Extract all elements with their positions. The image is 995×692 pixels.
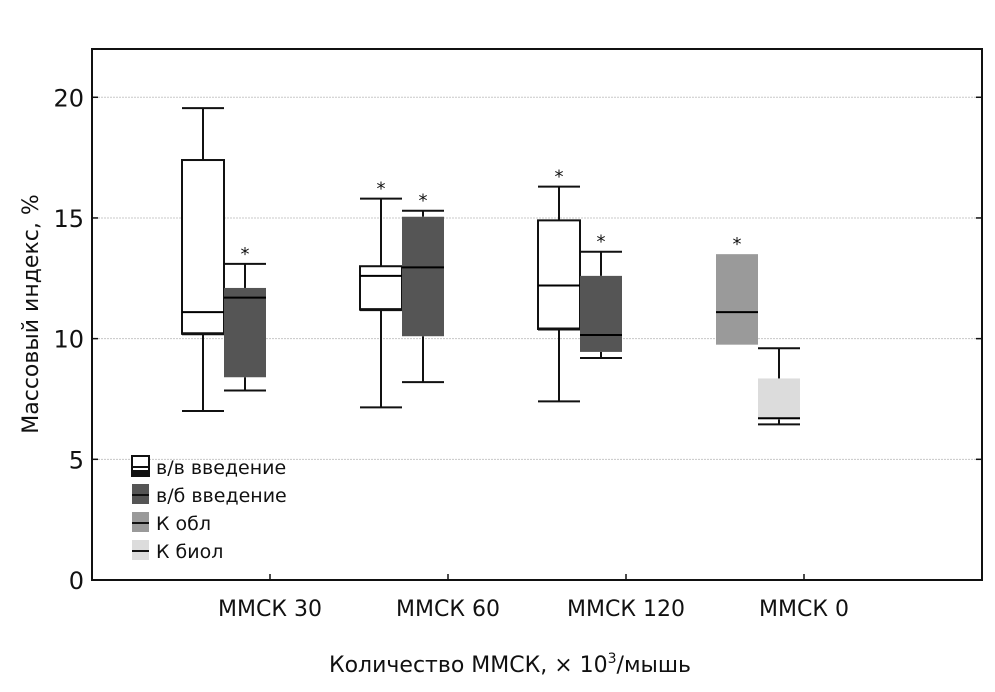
box-6: * [716,234,758,345]
box-iqr [580,275,622,352]
significance-marker: * [733,234,742,255]
y-tick-label: 5 [69,446,84,474]
legend: в/в введение в/б введение К обл К биол [131,455,287,563]
legend-item: в/б введение [132,484,287,507]
box-0 [181,107,225,413]
legend-item: К биол [132,540,223,563]
y-tick-label: 10 [53,326,84,354]
box-5: * [580,232,622,359]
box-iqr [359,265,403,311]
legend-label: в/в введение [156,457,286,479]
box-7 [758,347,800,426]
legend-label: К биол [156,541,223,563]
x-category-label: ММСК 30 [218,597,322,622]
legend-swatch-base [132,470,149,476]
legend-item: К обл [132,512,211,535]
legend-label: К обл [156,513,211,535]
x-category-label: ММСК 120 [567,597,685,622]
x-axis-title-main: Количество ММСК, × 10 [329,653,608,678]
boxes: * * * * * * [181,107,800,426]
significance-marker: * [555,167,564,188]
y-axis-title: Массовый индекс, % [19,194,44,433]
y-tick-label: 0 [69,567,84,595]
box-iqr [181,159,225,335]
y-tick-label: 20 [53,84,84,112]
legend-label: в/б введение [156,485,287,507]
x-category-label: ММСК 60 [396,597,500,622]
legend-item: в/в введение [131,455,286,479]
box-2: * [359,179,403,409]
x-axis-title-sup: 3 [608,651,617,667]
box-iqr [224,287,266,378]
y-tick-label: 15 [53,205,84,233]
x-axis-title: Количество ММСК, × 103/мышь [329,651,691,678]
x-category-label: ММСК 0 [759,597,849,622]
box-iqr [758,378,800,420]
significance-marker: * [377,179,386,200]
box-iqr [402,216,444,337]
x-axis-title-suffix: /мышь [617,653,691,678]
significance-marker: * [241,244,250,265]
box-iqr [537,219,581,330]
box-3: * [402,191,444,384]
significance-marker: * [419,191,428,212]
box-iqr [716,254,758,345]
box-4: * [537,167,581,403]
plot-frame [91,48,983,581]
axis-ticks: 0 5 10 15 20 ММСК 30 ММСК 60 ММСК 120 ММСК 0 [53,84,982,622]
significance-marker: * [597,232,606,253]
box-1: * [224,244,266,392]
